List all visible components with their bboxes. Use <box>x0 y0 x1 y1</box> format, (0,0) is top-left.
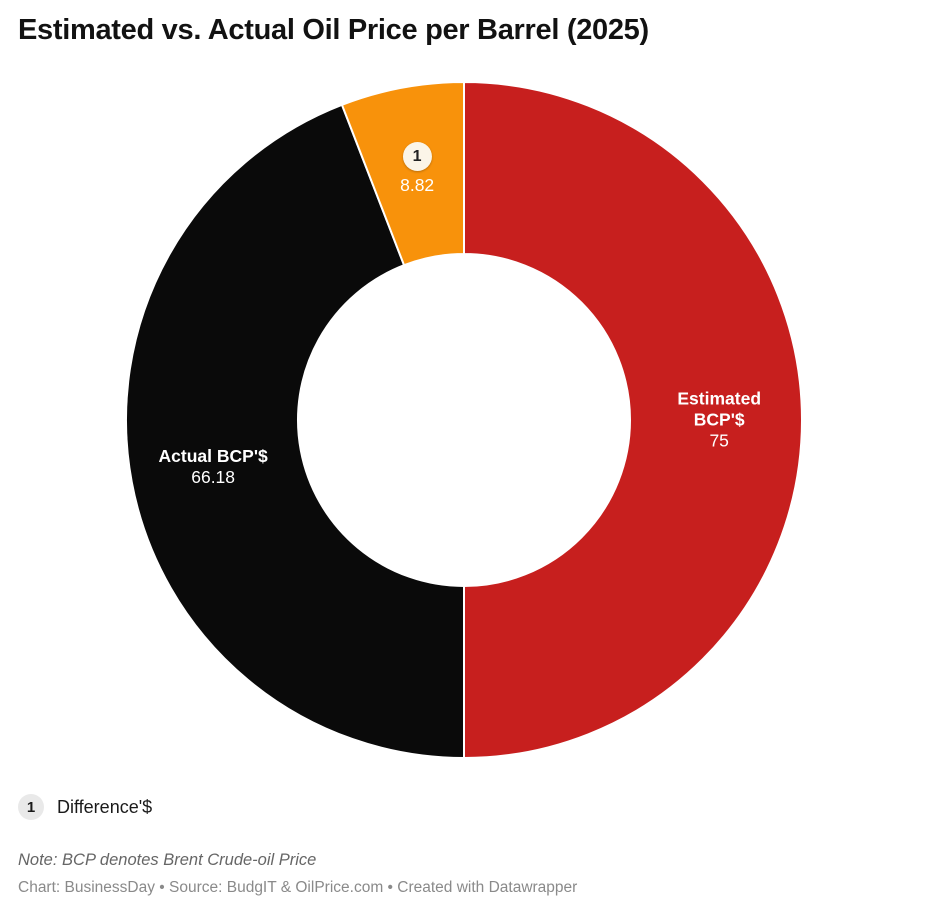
chart-note: Note: BCP denotes Brent Crude-oil Price <box>18 851 317 869</box>
legend: 1 Difference'$ <box>18 794 152 820</box>
legend-number-badge: 1 <box>18 794 44 820</box>
chart-title: Estimated vs. Actual Oil Price per Barre… <box>18 14 649 46</box>
donut-slice-actual-bcp[interactable] <box>125 103 465 760</box>
chart-credit: Chart: BusinessDay • Source: BudgIT & Oi… <box>18 879 578 896</box>
donut-slice-estimated-bcp[interactable] <box>463 80 803 760</box>
legend-label: Difference'$ <box>57 796 153 817</box>
donut-slice-difference[interactable] <box>340 80 465 267</box>
